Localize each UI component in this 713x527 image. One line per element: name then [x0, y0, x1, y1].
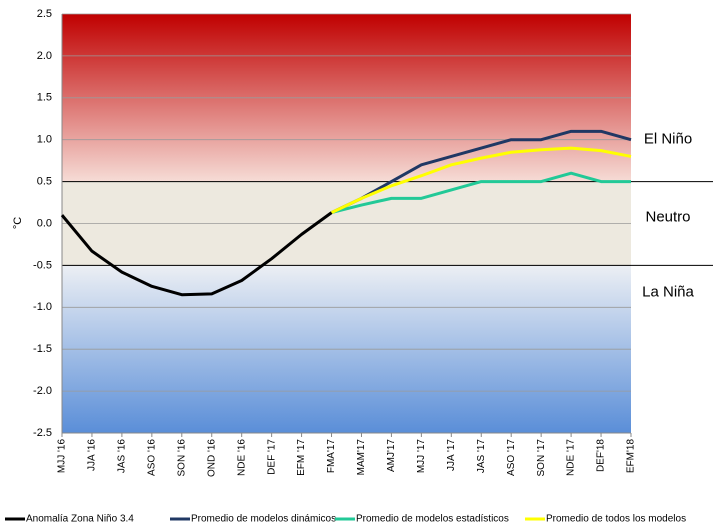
series-line — [60, 211, 333, 297]
y-tick-label: -1.0 — [33, 301, 52, 313]
x-tick-label: SON '17 — [536, 439, 547, 477]
y-tick-label: 1.0 — [37, 134, 52, 146]
legend-label: Promedio de modelos dinámicos — [191, 514, 336, 525]
region-label: Neutro — [645, 208, 690, 225]
x-tick-label: JJA '16 — [87, 439, 98, 471]
x-tick-label: FMA'17 — [326, 439, 337, 474]
y-tick-label: 1.5 — [37, 92, 52, 104]
x-tick-label: NDE '17 — [566, 439, 577, 476]
x-tick-label: ASO '16 — [146, 439, 157, 476]
x-tick-label: OND '16 — [206, 439, 217, 477]
x-tick-label: EFM '17 — [296, 439, 307, 476]
y-tick-label: -2.5 — [33, 427, 52, 439]
y-axis-label: °C — [12, 217, 24, 229]
y-tick-label: 0.0 — [37, 217, 52, 229]
y-tick-label: -2.0 — [33, 385, 52, 397]
x-tick-label: DEF '17 — [266, 439, 277, 475]
series-line — [331, 171, 631, 215]
series-line — [330, 146, 632, 214]
y-tick-label: -0.5 — [33, 259, 52, 271]
y-tick-label: -1.5 — [33, 343, 52, 355]
x-tick-label: JAS '16 — [117, 439, 128, 474]
y-tick-label: 2.0 — [37, 50, 52, 62]
legend-label: Promedio de todos los modelos — [546, 514, 686, 525]
x-tick-label: ASO '17 — [506, 439, 517, 476]
x-tick-label: MJJ '16 — [57, 439, 68, 474]
x-tick-label: MJJ '17 — [416, 439, 427, 474]
x-tick-label: AMJ'17 — [386, 439, 397, 472]
legend-label: Promedio de modelos estadísticos — [356, 514, 509, 525]
x-tick-label: EFM'18 — [626, 439, 637, 474]
x-tick-label: DEF'18 — [596, 439, 607, 472]
x-tick-label: JAS '17 — [476, 439, 487, 474]
region-label: La Niña — [642, 283, 694, 300]
x-tick-label: SON '16 — [176, 439, 187, 477]
x-tick-label: NDE '16 — [236, 439, 247, 476]
legend-label: Anomalía Zona Niño 3.4 — [26, 514, 134, 525]
y-tick-label: 0.5 — [37, 176, 52, 188]
region-label: El Niño — [644, 131, 692, 148]
y-tick-label: 2.5 — [37, 8, 52, 20]
series-line — [330, 129, 632, 214]
x-tick-label: MAM'17 — [356, 439, 367, 476]
x-tick-label: JJA '17 — [446, 439, 457, 471]
